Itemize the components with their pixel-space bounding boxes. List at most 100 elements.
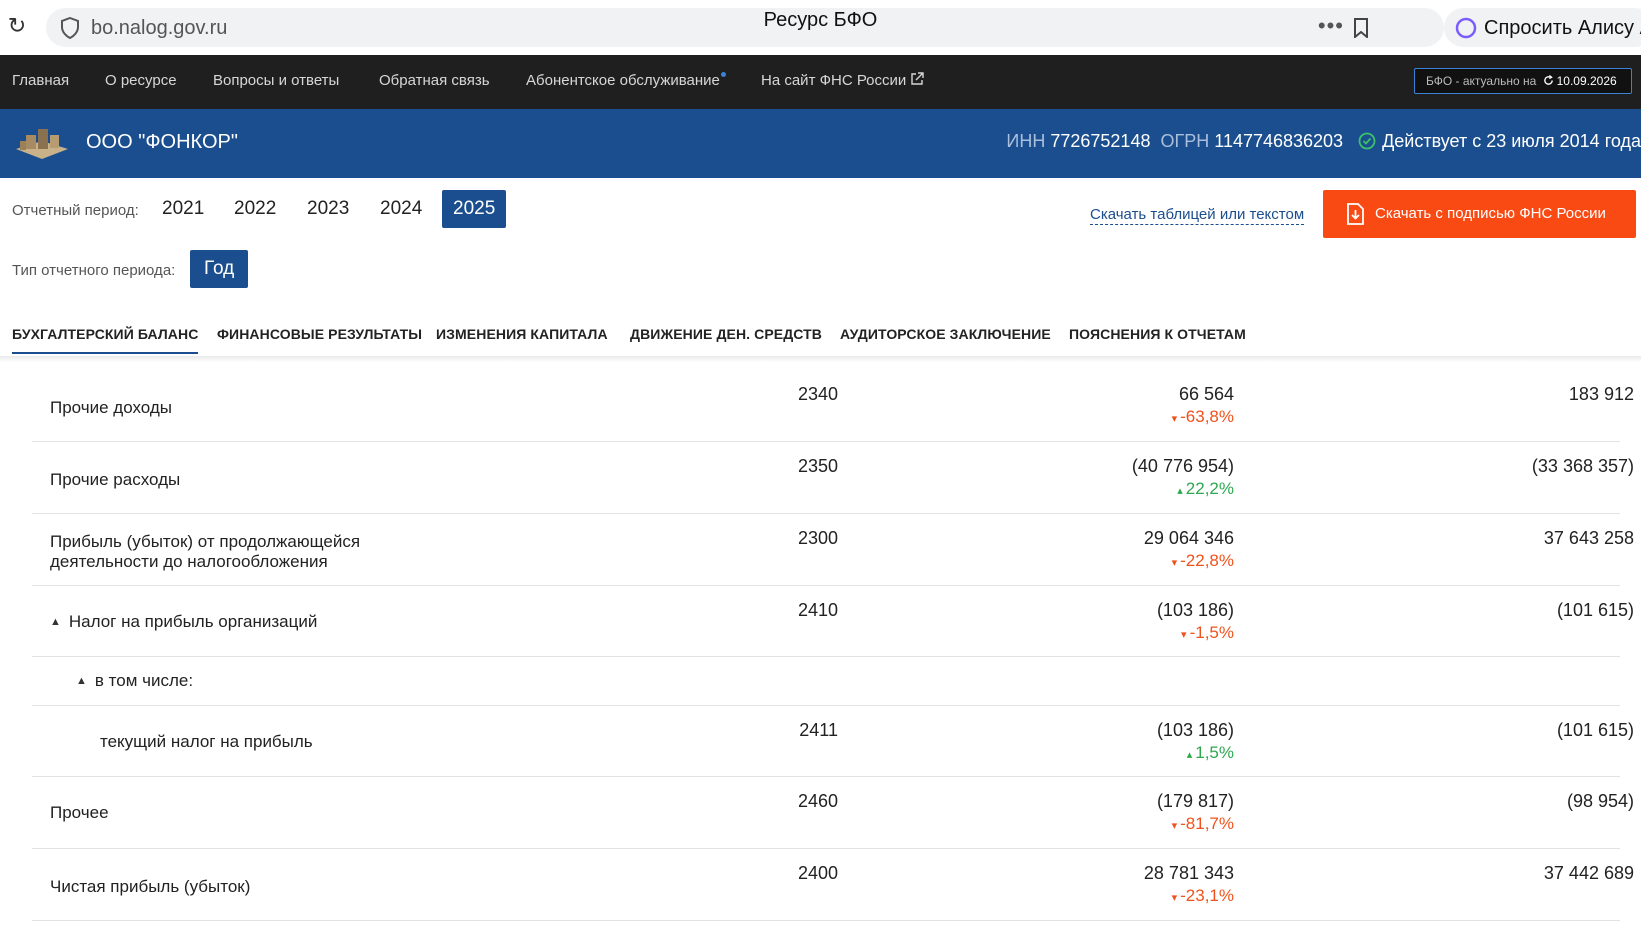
row-current: (103 186) ▴ 1,5% <box>932 720 1234 763</box>
download-table-link[interactable]: Скачать таблицей или текстом <box>1090 206 1305 225</box>
row-current-value: (103 186) <box>1156 720 1234 740</box>
row-delta: ▴ 22,2% <box>932 479 1234 499</box>
table-row: Прибыль (убыток) от продолжающейся деятел… <box>32 514 1634 586</box>
arrow-down-icon: ▾ <box>1171 820 1178 832</box>
year-2022[interactable]: 2022 <box>234 198 277 219</box>
row-current: (103 186) ▾ -1,5% <box>932 600 1234 643</box>
year-2024[interactable]: 2024 <box>380 198 423 219</box>
reload-icon[interactable]: ↻ <box>7 14 27 39</box>
download-document-icon <box>1347 203 1364 225</box>
nav-feedback[interactable]: Обратная связь <box>379 72 490 89</box>
year-2025[interactable]: 2025 <box>442 190 507 228</box>
table-row-expandable[interactable]: ▲ Налог на прибыль организаций 2410 (103 … <box>32 586 1634 657</box>
row-previous: (101 615) <box>1556 600 1634 620</box>
row-delta-value: 22,2% <box>1185 479 1234 498</box>
table-row: текущий налог на прибыль 2411 (103 186) ▴… <box>32 706 1634 777</box>
row-delta: ▾ -23,1% <box>932 886 1234 906</box>
nav-faq[interactable]: Вопросы и ответы <box>213 72 340 89</box>
row-name: Прибыль (убыток) от продолжающейся деятел… <box>50 532 360 572</box>
row-name: ▲ Налог на прибыль организаций <box>50 612 317 632</box>
row-delta-value: -1,5% <box>1189 623 1234 642</box>
tab-audit[interactable]: АУДИТОРСКОЕ ЗАКЛЮЧЕНИЕ <box>840 326 1051 342</box>
row-name: Чистая прибыль (убыток) <box>50 877 251 896</box>
nav-fns-label: На сайт ФНС России <box>761 72 907 89</box>
actuality-date: 10.09.2026 <box>1556 74 1617 88</box>
row-previous: 183 912 <box>1568 384 1634 404</box>
row-current-value: (179 817) <box>1156 791 1234 811</box>
nav-subscription[interactable]: Абонентское обслуживание <box>526 72 726 89</box>
table-row: Прочее 2460 (179 817) ▾ -81,7% (98 954) <box>32 777 1634 849</box>
tab-cash-flow[interactable]: ДВИЖЕНИЕ ДЕН. СРЕДСТВ <box>630 326 823 342</box>
row-delta-value: -23,1% <box>1180 886 1234 905</box>
row-delta-value: -22,8% <box>1180 551 1234 570</box>
row-name: Прочие доходы <box>50 398 172 417</box>
nav-main[interactable]: Главная <box>12 72 70 89</box>
row-current-value: 66 564 <box>1178 384 1234 404</box>
more-icon[interactable]: ••• <box>1317 13 1344 38</box>
alice-button[interactable]: Спросить Алису А <box>1444 8 1641 47</box>
row-current: 29 064 346 ▾ -22,8% <box>932 528 1234 571</box>
row-previous: 37 442 689 <box>1543 863 1634 883</box>
row-current-value: 28 781 343 <box>1143 863 1234 883</box>
address-bar[interactable]: bo.nalog.gov.ru ••• <box>46 8 1444 47</box>
tabs-shadow <box>0 356 1641 362</box>
company-name: ООО "ФОНКОР" <box>86 131 238 153</box>
url-text[interactable]: bo.nalog.gov.ru <box>91 17 228 39</box>
report-tabs: БУХГАЛТЕРСКИЙ БАЛАНС ФИНАНСОВЫЕ РЕЗУЛЬТА… <box>0 326 1641 358</box>
arrow-up-icon: ▴ <box>1186 749 1193 761</box>
top-navigation: Главная О ресурсе Вопросы и ответы Обрат… <box>0 55 1641 109</box>
row-previous: (101 615) <box>1556 720 1634 740</box>
row-name-text: Налог на прибыль организаций <box>68 612 318 631</box>
check-circle-icon <box>1358 132 1376 150</box>
report-table: Прочие доходы 2340 66 564 ▾ -63,8% 183 912… <box>32 370 1634 921</box>
row-delta: ▾ -22,8% <box>932 551 1234 571</box>
company-header: ООО "ФОНКОР" ИНН 7726752148 ОГРН 1147746… <box>0 109 1641 178</box>
row-delta: ▴ 1,5% <box>932 743 1234 763</box>
external-link-icon <box>911 72 924 85</box>
row-delta: ▾ -81,7% <box>932 814 1234 834</box>
arrow-down-icon: ▾ <box>1171 413 1178 425</box>
tab-financial-results[interactable]: ФИНАНСОВЫЕ РЕЗУЛЬТАТЫ <box>217 326 423 342</box>
table-row-group[interactable]: ▲ в том числе: <box>32 657 1620 706</box>
row-code: 2410 <box>797 600 838 620</box>
company-ids: ИНН 7726752148 ОГРН 1147746836203 Действ… <box>1006 131 1641 152</box>
alice-icon <box>1455 17 1477 39</box>
notification-dot <box>720 72 726 77</box>
download-signed-label: Скачать с подписью ФНС России <box>1375 205 1606 222</box>
bookmark-icon[interactable] <box>1352 18 1370 38</box>
tab-balance[interactable]: БУХГАЛТЕРСКИЙ БАЛАНС <box>12 326 199 354</box>
nav-fns-site[interactable]: На сайт ФНС России <box>761 72 924 89</box>
collapse-caret-icon[interactable]: ▲ <box>50 616 61 628</box>
arrow-down-icon: ▾ <box>1181 629 1187 641</box>
nav-about[interactable]: О ресурсе <box>105 72 177 89</box>
table-row: Прочие доходы 2340 66 564 ▾ -63,8% 183 912 <box>32 370 1634 442</box>
period-type-year[interactable]: Год <box>190 250 249 288</box>
download-signed-button[interactable]: Скачать с подписью ФНС России <box>1323 190 1636 238</box>
row-code: 2300 <box>797 528 838 548</box>
sync-icon <box>1543 75 1553 85</box>
buildings-logo-icon <box>16 129 68 159</box>
row-code: 2400 <box>797 863 838 883</box>
tab-capital-changes[interactable]: ИЗМЕНЕНИЯ КАПИТАЛА <box>436 326 608 342</box>
period-label: Отчетный период: <box>12 202 139 219</box>
year-2023[interactable]: 2023 <box>307 198 350 219</box>
shield-icon <box>61 17 79 39</box>
arrow-down-icon: ▾ <box>1171 557 1178 569</box>
row-previous: (98 954) <box>1566 791 1634 811</box>
ogrn-label: ОГРН <box>1160 131 1210 151</box>
browser-toolbar: ↻ bo.nalog.gov.ru ••• Ресурс БФО Спросит… <box>0 0 1641 55</box>
row-name: Прочие расходы <box>50 470 181 489</box>
collapse-caret-icon[interactable]: ▲ <box>76 675 87 687</box>
ogrn-value: 1147746836203 <box>1214 131 1344 151</box>
tab-notes[interactable]: ПОЯСНЕНИЯ К ОТЧЕТАМ <box>1069 326 1246 342</box>
row-previous: 37 643 258 <box>1543 528 1634 548</box>
year-2021[interactable]: 2021 <box>162 198 205 219</box>
row-current: 28 781 343 ▾ -23,1% <box>932 863 1234 906</box>
row-previous: (33 368 357) <box>1531 456 1634 476</box>
row-delta: ▾ -63,8% <box>932 407 1234 427</box>
row-name: Прочее <box>50 803 109 822</box>
row-name: ▲ в том числе: <box>76 671 193 691</box>
row-name-line1: Прибыль (убыток) от продолжающейся <box>50 532 361 551</box>
row-code: 2350 <box>797 456 838 476</box>
row-current: (40 776 954) ▴ 22,2% <box>932 456 1234 499</box>
